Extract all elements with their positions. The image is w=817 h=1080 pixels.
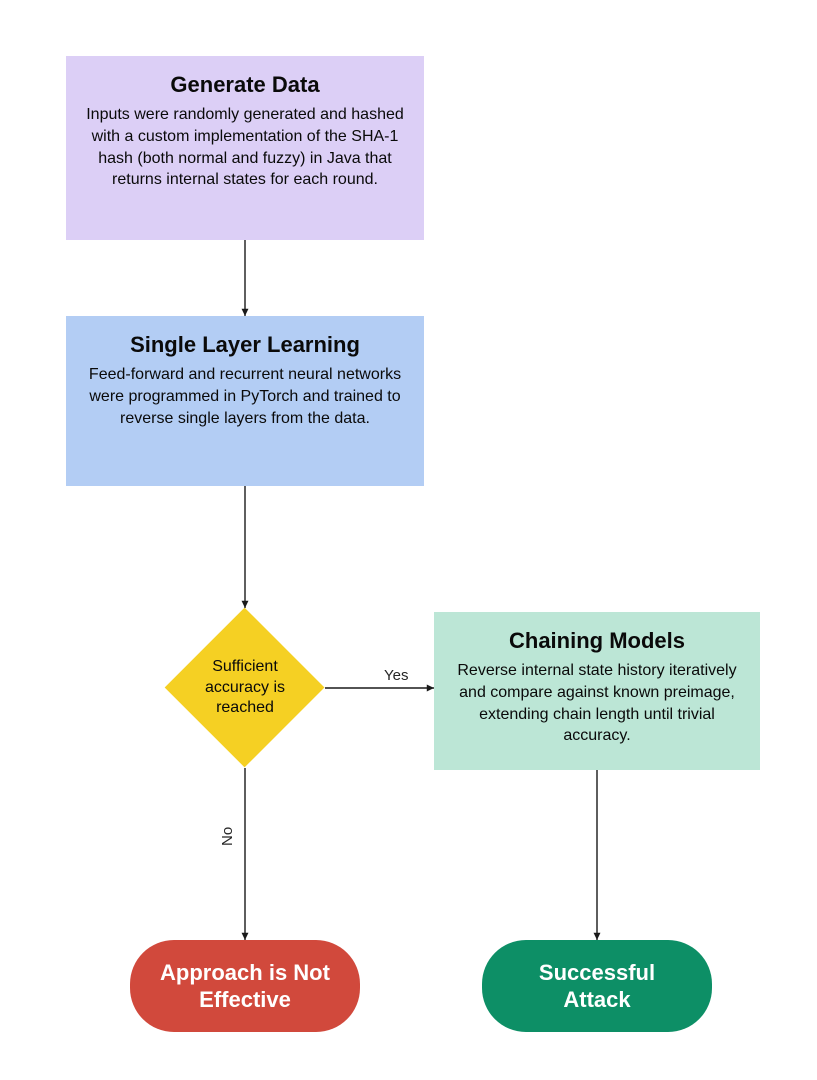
arrowhead-e5 xyxy=(594,933,601,940)
arrowhead-e4 xyxy=(242,933,249,940)
edges-layer: Yes No xyxy=(0,0,817,1080)
arrowhead-e3 xyxy=(427,685,434,692)
arrowhead-e2 xyxy=(242,601,249,608)
arrowhead-e1 xyxy=(242,309,249,316)
edge-label-e4: No xyxy=(219,827,236,846)
edge-label-e3: Yes xyxy=(384,667,408,684)
